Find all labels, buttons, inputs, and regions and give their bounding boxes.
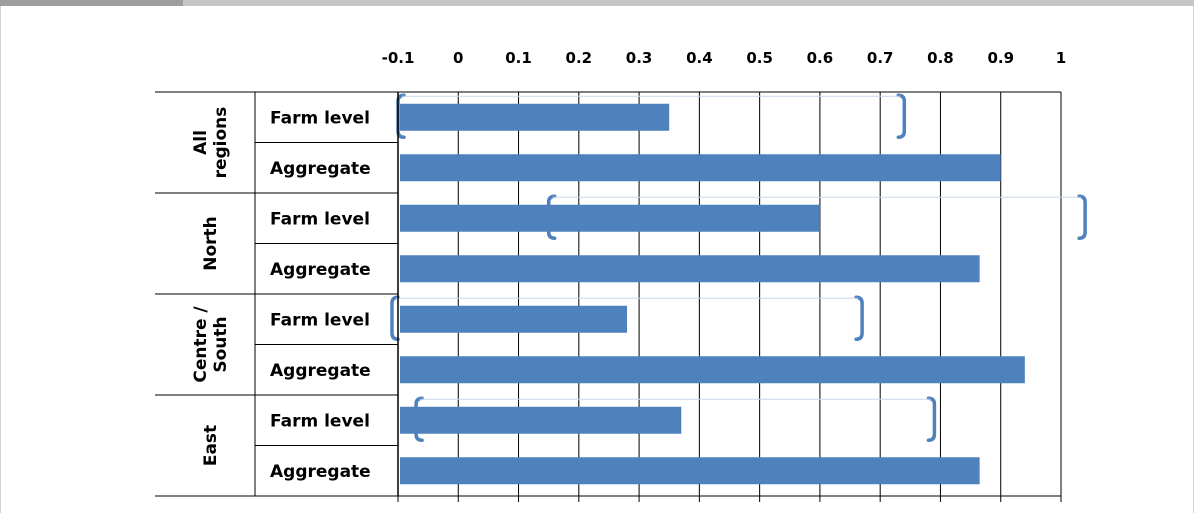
row-label: Aggregate xyxy=(270,159,371,179)
bar-0-0 xyxy=(400,103,670,131)
bars-layer xyxy=(400,103,1025,485)
x-tick-label: 0 xyxy=(453,49,463,67)
row-labels: Farm level Aggregate Farm level Aggregate Fa… xyxy=(270,108,371,482)
bar-1-1 xyxy=(400,255,980,283)
group-label: Allregions xyxy=(191,107,231,179)
group-label: East xyxy=(201,425,221,466)
group-label-line: All xyxy=(191,130,211,155)
ci-bracket-right-3 xyxy=(926,396,937,442)
group-label: North xyxy=(201,216,221,271)
bar-2-0 xyxy=(400,305,628,333)
x-tick-label: 1 xyxy=(1056,49,1066,67)
group-label-line: regions xyxy=(211,107,231,179)
ci-bracket-left-2 xyxy=(390,295,400,341)
group-label-line: North xyxy=(201,216,221,271)
row-label: Aggregate xyxy=(270,361,371,381)
ci-bracket-right-1 xyxy=(1077,194,1087,240)
x-tick-label: 0.7 xyxy=(867,49,894,67)
group-labels: Allregions North Centre /South East xyxy=(191,107,231,467)
x-tick-label: 0.6 xyxy=(807,49,834,67)
grid-layer xyxy=(397,92,1062,502)
bar-1-0 xyxy=(400,204,820,232)
ci-bracket-left-1 xyxy=(546,194,557,240)
group-label-line: South xyxy=(211,316,231,372)
row-label: Farm level xyxy=(270,310,370,330)
bar-2-1 xyxy=(400,356,1025,384)
group-label-line: Centre / xyxy=(191,306,211,383)
group-label: Centre /South xyxy=(191,306,231,383)
row-label: Farm level xyxy=(270,108,370,128)
x-tick-label: 0.3 xyxy=(626,49,653,67)
row-label: Farm level xyxy=(270,411,370,431)
row-label: Aggregate xyxy=(270,260,371,280)
top-bar-accent xyxy=(0,0,183,6)
x-tick-label: 0.5 xyxy=(746,49,773,67)
x-tick-label: -0.1 xyxy=(382,49,415,67)
x-tick-labels: -0.1 0 0.1 0.2 0.3 0.4 0.5 0.6 0.7 0.8 0.9 1 xyxy=(382,49,1067,67)
x-tick-label: 0.4 xyxy=(686,49,713,67)
ci-bracket-left-3 xyxy=(414,396,424,442)
group-label-line: East xyxy=(201,425,221,466)
ci-bracket-right-0 xyxy=(896,93,907,139)
x-tick-label: 0.8 xyxy=(927,49,954,67)
row-label: Aggregate xyxy=(270,462,371,482)
top-bar xyxy=(0,0,1194,6)
frame-layer xyxy=(155,91,1061,497)
left-edge xyxy=(0,6,1,513)
bar-3-0 xyxy=(400,406,682,434)
bar-3-1 xyxy=(400,457,980,485)
row-label: Farm level xyxy=(270,209,370,229)
x-tick-label: 0.9 xyxy=(987,49,1014,67)
x-tick-label: 0.1 xyxy=(505,49,532,67)
x-tick-label: 0.2 xyxy=(566,49,593,67)
ci-bracket-right-2 xyxy=(854,295,864,341)
bar-0-1 xyxy=(400,154,1001,182)
